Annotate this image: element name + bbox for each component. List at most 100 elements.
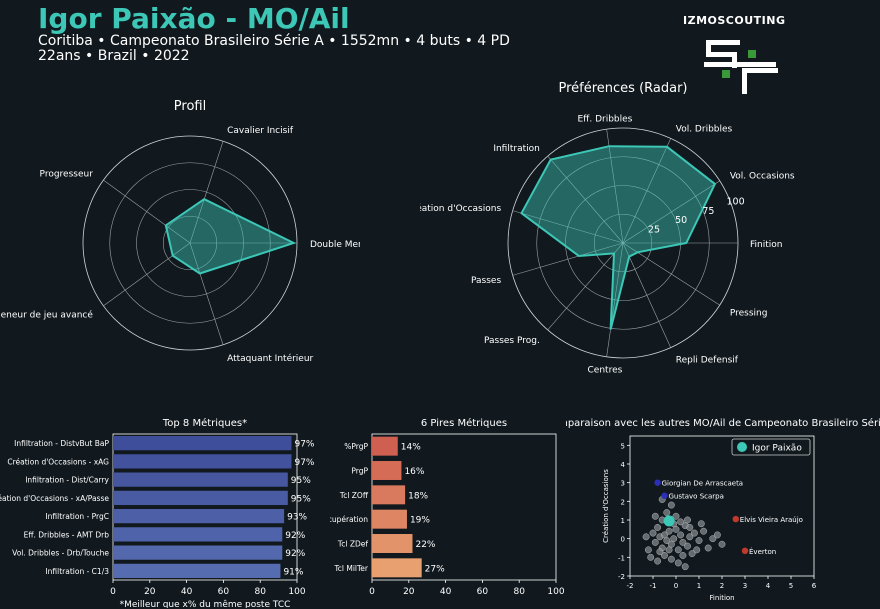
scatter-y-tick-label: 1 [621, 517, 625, 525]
top-metrics-tick-label: 20 [144, 587, 156, 597]
scatter-point [642, 533, 650, 541]
radar-spoke [189, 242, 224, 345]
scatter-y-tick-label: 2 [621, 498, 625, 506]
radar-spoke [622, 180, 720, 244]
worst-metrics-category-label: Récupération [330, 515, 368, 524]
scatter-point [704, 544, 712, 552]
scatter-point [667, 555, 675, 563]
worst-metrics-bar [372, 534, 413, 553]
scatter-title: Comparaison avec les autres MO/Ail de Ca… [566, 417, 880, 429]
scatter-point [693, 546, 701, 554]
scatter-point [679, 538, 687, 546]
scatter-legend-box [731, 438, 811, 456]
top-metrics-bar [113, 563, 281, 578]
radar-axis-label: Infiltration [493, 144, 540, 154]
scatter-x-tick-label: 6 [812, 582, 817, 590]
radar-spoke [512, 210, 624, 244]
top-metrics-value-label: 95% [291, 494, 311, 504]
scatter-y-tick-label: 4 [621, 461, 626, 469]
scatter-point-label: Gustavo Scarpa [669, 493, 724, 501]
scatter-point [665, 527, 673, 535]
scatter-x-tick-label: 3 [743, 582, 747, 590]
scatter-point-label: Éverton [749, 547, 776, 556]
radar-axis-label: Progresseur [40, 169, 94, 179]
worst-metrics-bar [372, 509, 407, 529]
worst-metrics-tick-label: 80 [513, 587, 525, 597]
top-metrics-bar [113, 472, 288, 487]
top-metrics-bar [113, 490, 288, 505]
radar-spoke [547, 242, 624, 331]
radar-spoke [606, 129, 624, 244]
top-metrics-tick-label: 100 [288, 587, 305, 597]
scatter-x-tick-label: 5 [789, 582, 793, 590]
radar-axis-label: Création d'Occasions [420, 203, 501, 214]
worst-metrics-bar [372, 436, 398, 456]
radar-spoke [622, 138, 672, 244]
worst-metrics-frame [371, 433, 557, 581]
worst-metrics-tick-label: 0 [369, 587, 375, 597]
scatter-x-tick-label: 2 [720, 582, 724, 590]
scatter-x-tick-label: 4 [766, 582, 771, 590]
worst-metrics-tick-label: 60 [477, 587, 489, 597]
radar-axis-label: Eff. Dribbles [577, 114, 632, 124]
radar-tick-label: 50 [675, 215, 687, 226]
scatter-point [670, 535, 678, 543]
top-metrics-category-label: Infiltration - DistvBut BaP [14, 439, 109, 448]
worst-metrics-bar [372, 461, 402, 480]
scatter-y-tick-label: 0 [621, 536, 625, 544]
scatter-legend-label: Igor Paixão [752, 444, 802, 454]
scatter-point [649, 529, 657, 537]
scatter-y-tick-label: 5 [621, 442, 625, 450]
radar-title: Préférences (Radar) [558, 81, 687, 96]
top-metrics-category-label: Création d'Occasions - xA/Passe [0, 494, 109, 503]
top-metrics-bar [113, 545, 283, 560]
scatter-point [661, 552, 668, 559]
radar-spoke [622, 242, 720, 306]
top-metrics-xlabel: *Meilleur que x% du même poste TCC [120, 599, 291, 608]
worst-metrics-value-label: 22% [415, 540, 435, 550]
scatter-point [663, 537, 671, 544]
radar-spoke [189, 141, 224, 244]
radar-axis-label: Cavalier Incisif [227, 126, 294, 136]
scatter-point [709, 535, 717, 543]
scatter-highlight-point [654, 479, 661, 486]
scatter-point [718, 540, 726, 548]
radar-spoke [606, 242, 624, 357]
scatter-point [684, 516, 691, 524]
radar-spoke [547, 155, 624, 244]
scatter-point [686, 524, 694, 531]
radar-axis-label: Attaquant Intérieur [227, 353, 313, 364]
worst-metrics-value-label: 19% [410, 516, 430, 526]
top-metrics-category-label: Vol. Dribbles - Drb/Touche [12, 549, 109, 558]
scatter-point [677, 518, 685, 526]
scatter-point [681, 563, 689, 571]
comparison-scatter-chart: Comparaison avec les autres MO/Ail de Ca… [566, 417, 880, 602]
radar-tick-label: 75 [702, 206, 714, 217]
top-metrics-frame [112, 433, 298, 581]
scatter-point [713, 531, 721, 539]
scatter-y-tick-label: 3 [621, 480, 625, 488]
radar-tick-label: 100 [727, 196, 745, 207]
top-metrics-value-label: 97% [294, 458, 314, 468]
radar-spoke [512, 242, 624, 276]
radar-tick-label: 25 [648, 224, 660, 235]
scatter-x-tick-label: 0 [674, 582, 678, 590]
top-metrics-value-label: 92% [285, 549, 305, 559]
scatter-point [672, 512, 680, 520]
radar-title: Profil [174, 99, 206, 114]
top-metrics-value-label: 91% [283, 567, 303, 577]
top-metrics-value-label: 95% [291, 476, 311, 486]
worst-metrics-bar [372, 558, 422, 578]
scatter-point [679, 552, 687, 559]
radar-axis-label: Vol. Occasions [730, 171, 795, 181]
scatter-highlight-point [741, 547, 749, 554]
radar-axis-label: Pressing [730, 309, 768, 319]
scatter-x-tick-label: -1 [650, 582, 657, 590]
scatter-point [688, 550, 696, 558]
worst-metrics-category-label: %PrgP [344, 442, 368, 451]
scatter-player-point [663, 515, 675, 527]
top-metrics-value-label: 93% [287, 513, 307, 523]
scatter-point [690, 529, 698, 537]
page-title: Igor Paixão - MO/Ail [38, 2, 350, 35]
top-metrics-bar [113, 527, 283, 542]
